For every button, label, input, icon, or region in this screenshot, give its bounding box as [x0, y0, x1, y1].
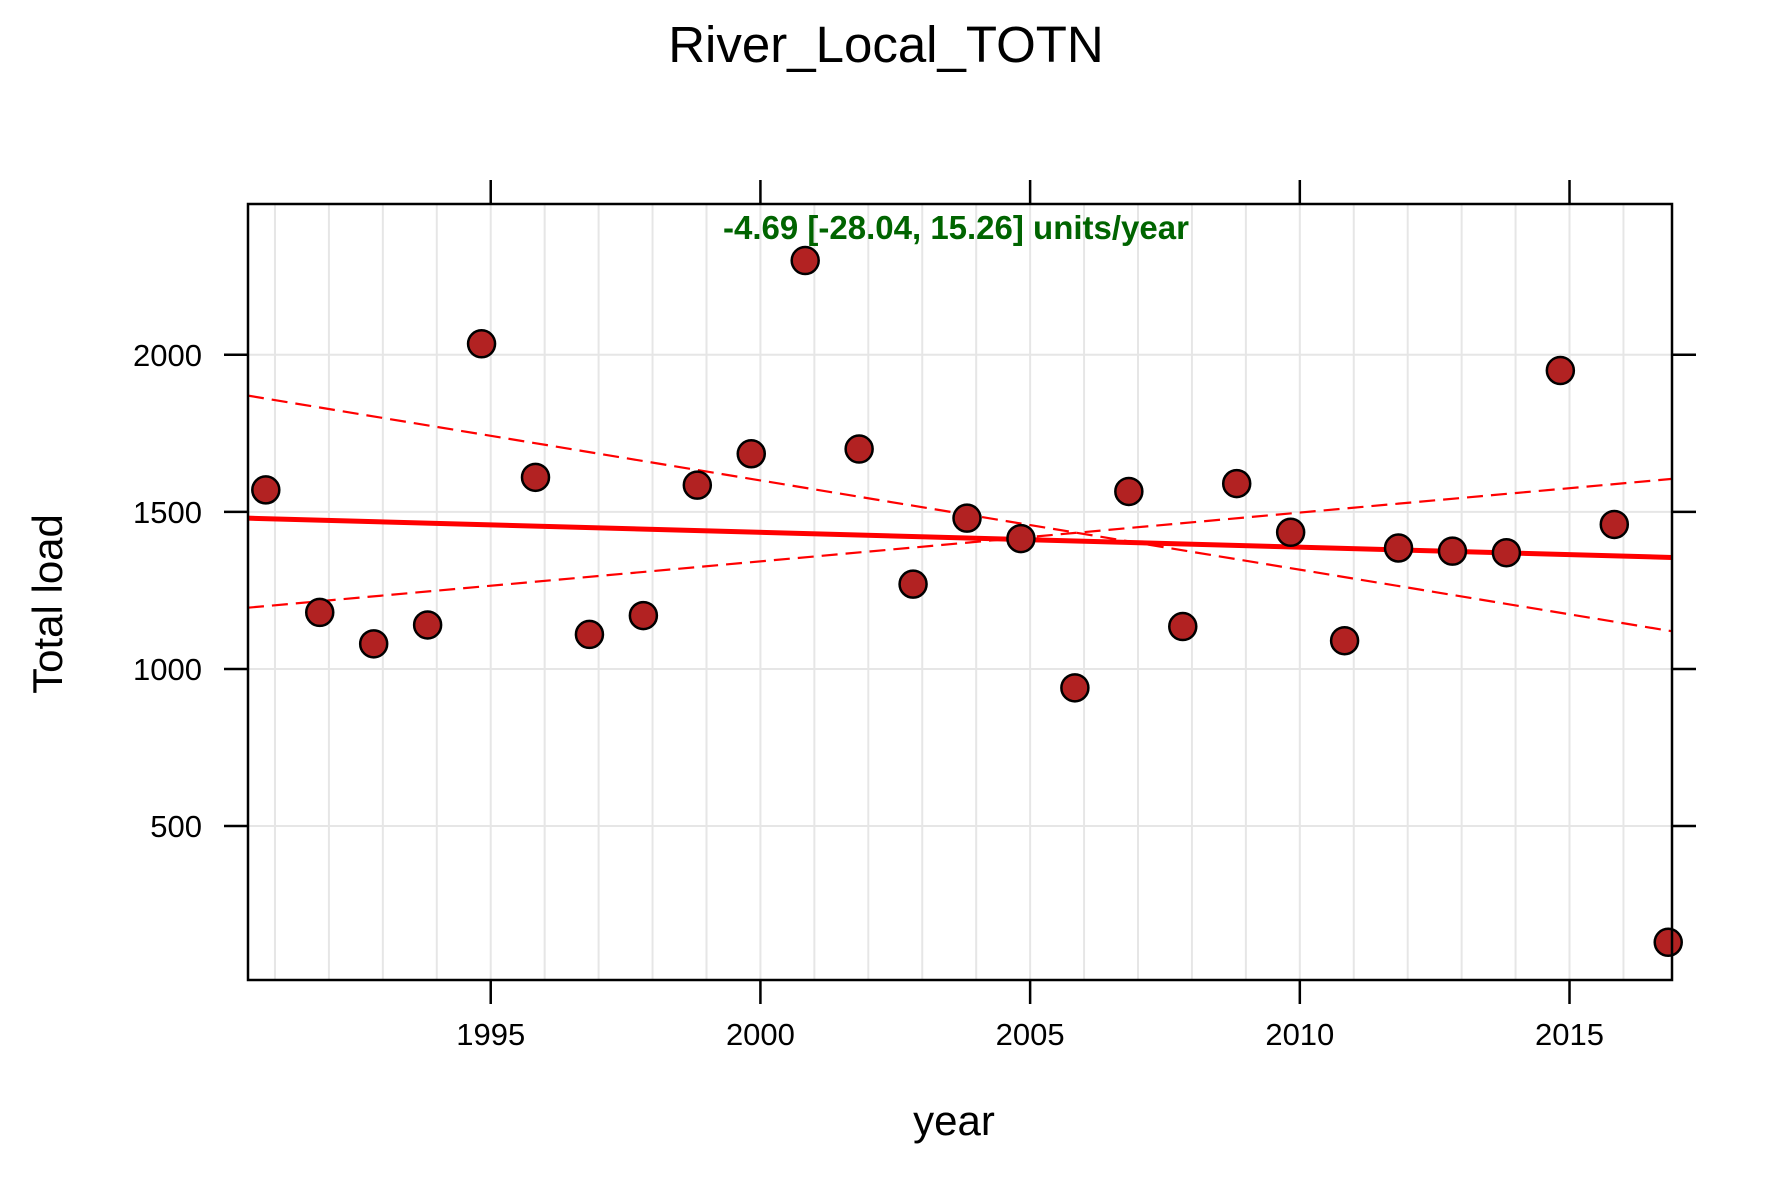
data-point	[1114, 476, 1144, 507]
x-tick-label: 2000	[726, 1017, 795, 1052]
data-point	[574, 619, 605, 650]
trend-annotation: -4.69 [-28.04, 15.26] units/year	[723, 209, 1189, 246]
data-point	[412, 610, 443, 640]
data-point	[1653, 927, 1683, 958]
plot-frame	[246, 202, 1674, 982]
data-point	[898, 569, 928, 599]
axis-ticks: 1995 2000 2005 2010 2015 500 1000 1500 2000	[133, 180, 1696, 1052]
data-point	[844, 434, 874, 464]
x-axis-label: year	[913, 1097, 995, 1144]
data-point	[1329, 625, 1360, 656]
y-axis-label: Total load	[24, 514, 71, 694]
data-points	[251, 245, 1683, 958]
x-tick-label: 2015	[1535, 1017, 1604, 1052]
x-tick-label: 2005	[996, 1017, 1065, 1052]
data-point	[1168, 611, 1198, 642]
data-point	[628, 600, 659, 631]
data-point	[1275, 517, 1306, 548]
chart-title: River_Local_TOTN	[668, 16, 1104, 73]
y-tick-label: 500	[150, 809, 202, 844]
data-point	[1599, 509, 1630, 540]
x-tick-label: 1995	[456, 1017, 525, 1052]
x-tick-label: 2010	[1265, 1017, 1334, 1052]
y-tick-label: 2000	[133, 338, 202, 373]
y-tick-label: 1500	[133, 495, 202, 530]
data-point	[1221, 468, 1252, 499]
data-point	[1006, 523, 1036, 554]
data-point	[682, 470, 713, 500]
data-point	[1491, 537, 1522, 568]
data-point	[1383, 533, 1414, 563]
data-point	[358, 629, 389, 659]
y-tick-label: 1000	[133, 652, 202, 687]
data-point	[520, 462, 551, 493]
grid	[248, 204, 1672, 980]
trend-line	[247, 515, 1673, 560]
ci-lower-line	[247, 477, 1673, 609]
data-point	[1437, 536, 1468, 566]
data-point	[952, 503, 982, 533]
data-point	[790, 245, 820, 276]
data-point	[1545, 355, 1576, 386]
data-point	[736, 439, 767, 469]
data-point	[466, 329, 497, 359]
data-point	[1060, 673, 1090, 703]
data-point	[251, 475, 281, 505]
data-point	[304, 597, 335, 628]
